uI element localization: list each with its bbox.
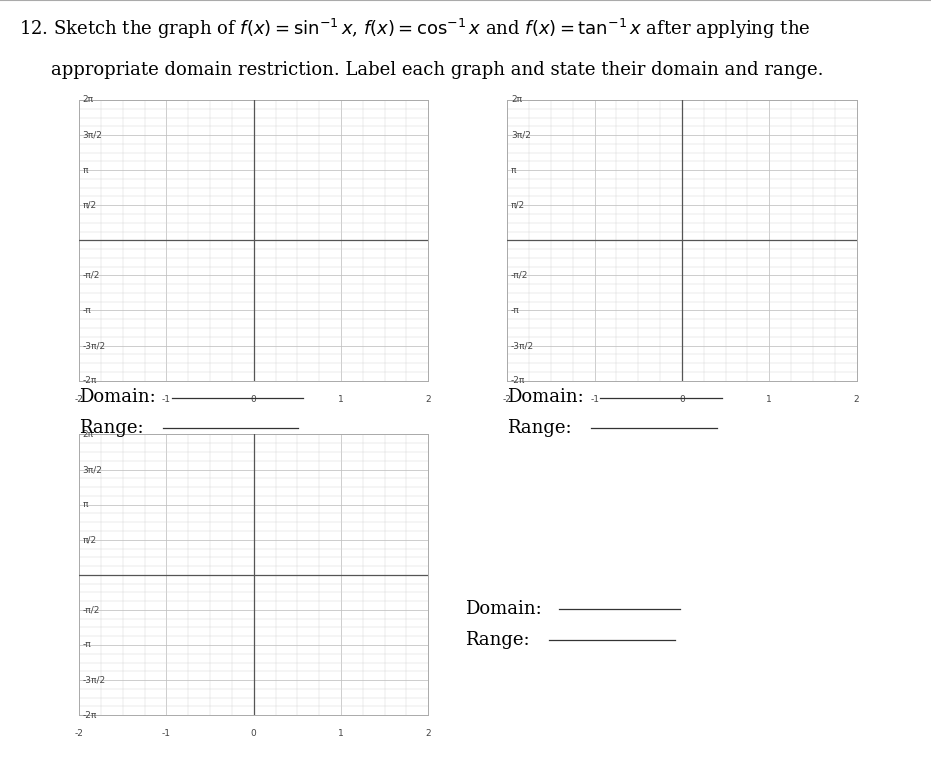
- Text: 0: 0: [679, 394, 685, 404]
- Text: 0: 0: [250, 729, 257, 738]
- Text: π/2: π/2: [511, 201, 525, 210]
- Text: -3π/2: -3π/2: [83, 676, 106, 684]
- Text: π: π: [511, 165, 517, 175]
- Text: Domain:: Domain:: [507, 388, 584, 406]
- Text: -π: -π: [83, 641, 91, 650]
- Text: -2π: -2π: [511, 376, 525, 385]
- Text: -π: -π: [511, 306, 519, 315]
- Text: -2: -2: [74, 729, 84, 738]
- Text: 1: 1: [766, 394, 772, 404]
- Text: 1: 1: [338, 729, 344, 738]
- Text: 12. Sketch the graph of $f(x) = \sin^{-1}x$, $f(x) = \cos^{-1}x$ and $f(x) = \ta: 12. Sketch the graph of $f(x) = \sin^{-1…: [19, 17, 810, 41]
- Text: -π/2: -π/2: [83, 605, 100, 614]
- Text: Range:: Range:: [79, 419, 143, 437]
- Text: π/2: π/2: [83, 201, 97, 210]
- Text: -2π: -2π: [83, 376, 97, 385]
- Text: 3π/2: 3π/2: [83, 131, 102, 139]
- Text: -3π/2: -3π/2: [511, 341, 534, 350]
- Text: appropriate domain restriction. Label each graph and state their domain and rang: appropriate domain restriction. Label ea…: [51, 61, 824, 79]
- Text: -1: -1: [162, 729, 171, 738]
- Text: -2π: -2π: [83, 711, 97, 720]
- Text: -π/2: -π/2: [511, 271, 528, 280]
- Text: Domain:: Domain:: [466, 600, 542, 618]
- Text: Range:: Range:: [466, 631, 530, 648]
- Text: 0: 0: [250, 394, 257, 404]
- Text: -π: -π: [83, 306, 91, 315]
- Text: π: π: [83, 165, 88, 175]
- Text: 3π/2: 3π/2: [511, 131, 531, 139]
- Text: 1: 1: [338, 394, 344, 404]
- Text: 2: 2: [425, 394, 431, 404]
- Text: -π/2: -π/2: [83, 271, 100, 280]
- Text: 2π: 2π: [83, 95, 94, 105]
- Text: 2π: 2π: [83, 430, 94, 439]
- Text: 2: 2: [425, 729, 431, 738]
- Text: -2: -2: [74, 394, 84, 404]
- Text: 2: 2: [854, 394, 859, 404]
- Text: π: π: [83, 500, 88, 509]
- Text: 2π: 2π: [511, 95, 522, 105]
- Text: -1: -1: [162, 394, 171, 404]
- Text: -3π/2: -3π/2: [83, 341, 106, 350]
- Text: Range:: Range:: [507, 419, 572, 437]
- Text: Domain:: Domain:: [79, 388, 155, 406]
- Text: -1: -1: [590, 394, 600, 404]
- Text: π/2: π/2: [83, 535, 97, 544]
- Text: -2: -2: [503, 394, 512, 404]
- Text: 3π/2: 3π/2: [83, 465, 102, 474]
